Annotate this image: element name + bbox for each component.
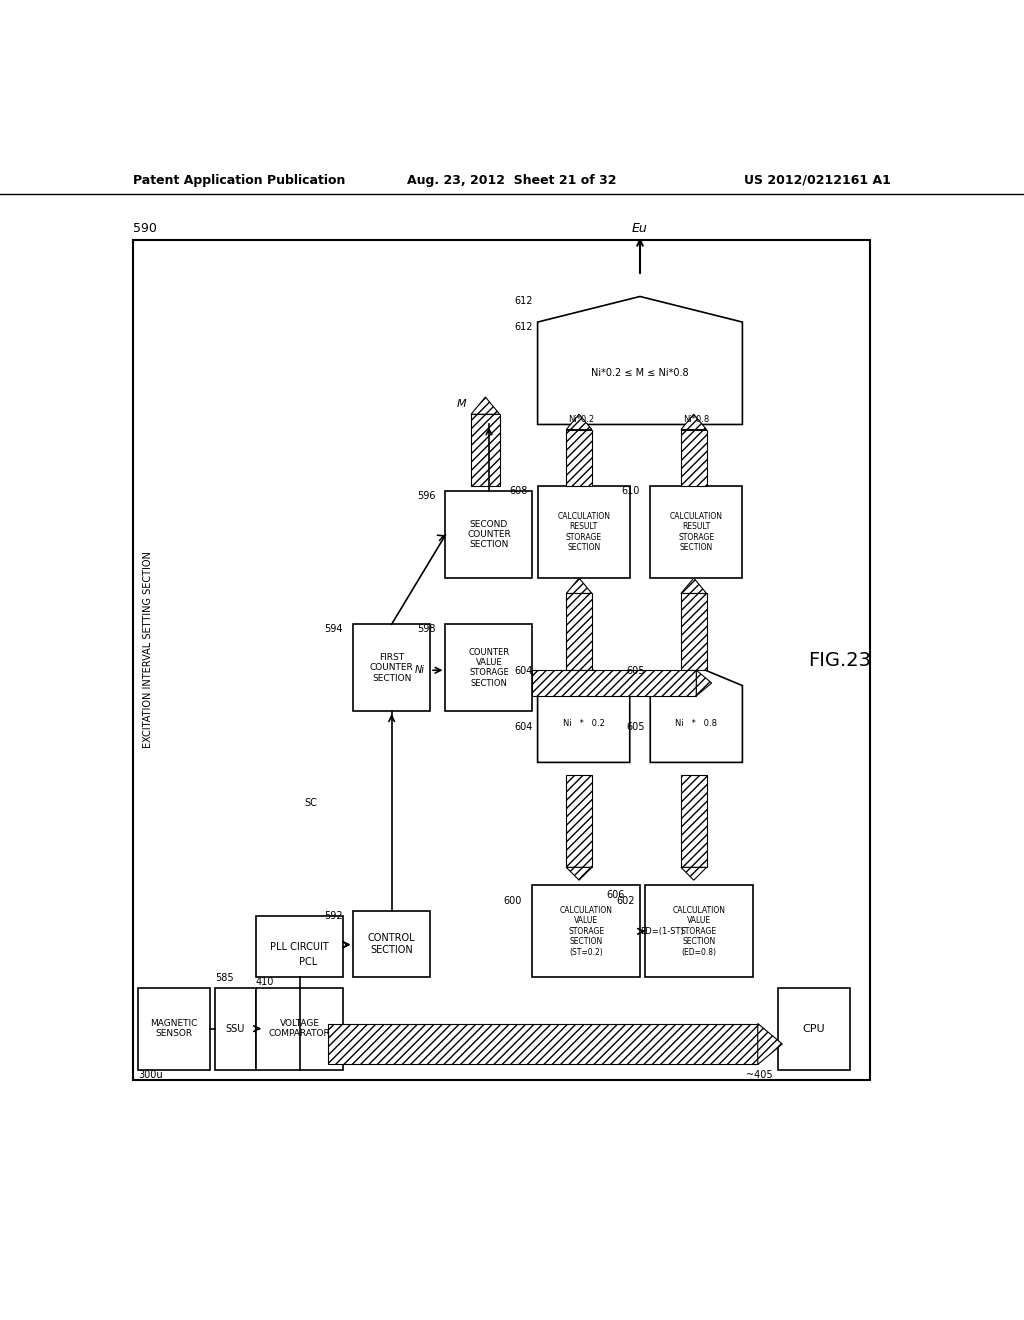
FancyBboxPatch shape	[215, 987, 256, 1069]
Text: 585: 585	[215, 973, 233, 982]
Polygon shape	[696, 671, 712, 696]
FancyBboxPatch shape	[650, 486, 742, 578]
Bar	[681, 429, 707, 486]
Polygon shape	[681, 414, 707, 429]
Text: SC: SC	[304, 799, 317, 808]
Text: CONTROL
SECTION: CONTROL SECTION	[368, 933, 416, 954]
Text: CALCULATION
VALUE
STORAGE
SECTION
(ST=0.2): CALCULATION VALUE STORAGE SECTION (ST=0.…	[560, 906, 612, 957]
Bar	[532, 671, 696, 696]
Text: ~405: ~405	[746, 1069, 773, 1080]
FancyBboxPatch shape	[138, 987, 210, 1069]
Text: CALCULATION
RESULT
STORAGE
SECTION: CALCULATION RESULT STORAGE SECTION	[557, 512, 610, 552]
Text: 300u: 300u	[138, 1069, 163, 1080]
Text: 594: 594	[325, 624, 343, 634]
Text: 610: 610	[622, 486, 640, 496]
Text: Ni*0.2 ≤ M ≤ Ni*0.8: Ni*0.2 ≤ M ≤ Ni*0.8	[591, 368, 689, 379]
Text: FIRST
COUNTER
SECTION: FIRST COUNTER SECTION	[370, 653, 414, 682]
FancyBboxPatch shape	[445, 491, 532, 578]
Text: FIG.23: FIG.23	[808, 651, 871, 669]
Polygon shape	[471, 397, 500, 414]
Polygon shape	[650, 667, 742, 763]
FancyBboxPatch shape	[645, 886, 753, 977]
Text: Ni*0.8: Ni*0.8	[683, 416, 710, 425]
Text: 605: 605	[627, 722, 645, 731]
Bar	[328, 1023, 758, 1064]
Text: 592: 592	[325, 911, 343, 921]
FancyBboxPatch shape	[256, 916, 343, 977]
Text: 600: 600	[504, 895, 522, 906]
Text: Ni*0.2: Ni*0.2	[568, 416, 595, 425]
Bar	[471, 414, 500, 486]
Text: Ni   *   0.8: Ni * 0.8	[675, 719, 718, 729]
Text: 410: 410	[256, 977, 274, 987]
FancyBboxPatch shape	[445, 624, 532, 711]
Text: 596: 596	[417, 491, 435, 502]
FancyBboxPatch shape	[778, 987, 850, 1069]
Text: 604: 604	[514, 667, 532, 676]
FancyBboxPatch shape	[532, 886, 640, 977]
FancyBboxPatch shape	[538, 486, 630, 578]
Polygon shape	[566, 414, 592, 429]
Polygon shape	[566, 578, 592, 594]
Bar	[133, 240, 870, 1080]
Text: COUNTER
VALUE
STORAGE
SECTION: COUNTER VALUE STORAGE SECTION	[468, 648, 510, 688]
Text: ED=(1-ST): ED=(1-ST)	[640, 927, 684, 936]
Bar	[566, 429, 592, 486]
Text: EXCITATION INTERVAL SETTING SECTION: EXCITATION INTERVAL SETTING SECTION	[143, 552, 154, 748]
Text: 608: 608	[509, 486, 527, 496]
Text: 602: 602	[616, 895, 635, 906]
FancyBboxPatch shape	[353, 911, 430, 977]
Text: CALCULATION
RESULT
STORAGE
SECTION: CALCULATION RESULT STORAGE SECTION	[670, 512, 723, 552]
Text: SECOND
COUNTER
SECTION: SECOND COUNTER SECTION	[467, 520, 511, 549]
Text: 612: 612	[514, 322, 532, 333]
Text: Eu: Eu	[632, 222, 648, 235]
Text: PCL: PCL	[299, 957, 317, 968]
Text: CPU: CPU	[803, 1023, 825, 1034]
Text: US 2012/0212161 A1: US 2012/0212161 A1	[744, 174, 891, 186]
Polygon shape	[758, 1023, 782, 1064]
Bar	[681, 775, 707, 867]
Text: Ni   *   0.2: Ni * 0.2	[563, 719, 604, 729]
Text: 612: 612	[514, 297, 532, 306]
Text: 590: 590	[133, 222, 157, 235]
Text: Patent Application Publication: Patent Application Publication	[133, 174, 345, 186]
Text: VOLTAGE
COMPARATOR: VOLTAGE COMPARATOR	[268, 1019, 331, 1039]
Bar	[566, 594, 592, 671]
Polygon shape	[538, 297, 742, 425]
Text: MAGNETIC
SENSOR: MAGNETIC SENSOR	[151, 1019, 198, 1039]
Bar	[681, 594, 707, 671]
Text: PLL CIRCUIT: PLL CIRCUIT	[270, 941, 329, 952]
Text: CALCULATION
VALUE
STORAGE
SECTION
(ED=0.8): CALCULATION VALUE STORAGE SECTION (ED=0.…	[673, 906, 725, 957]
Text: 605: 605	[627, 667, 645, 676]
Text: 606: 606	[606, 891, 625, 900]
FancyBboxPatch shape	[353, 624, 430, 711]
Polygon shape	[681, 578, 707, 594]
FancyBboxPatch shape	[256, 987, 343, 1069]
Text: SSU: SSU	[226, 1023, 245, 1034]
Polygon shape	[538, 667, 630, 763]
Text: 598: 598	[417, 624, 435, 634]
Text: M: M	[457, 399, 466, 409]
Text: 604: 604	[514, 722, 532, 731]
Polygon shape	[681, 867, 707, 880]
Text: Ni: Ni	[415, 665, 425, 676]
Bar	[566, 775, 592, 867]
Text: Aug. 23, 2012  Sheet 21 of 32: Aug. 23, 2012 Sheet 21 of 32	[408, 174, 616, 186]
Polygon shape	[566, 867, 592, 880]
